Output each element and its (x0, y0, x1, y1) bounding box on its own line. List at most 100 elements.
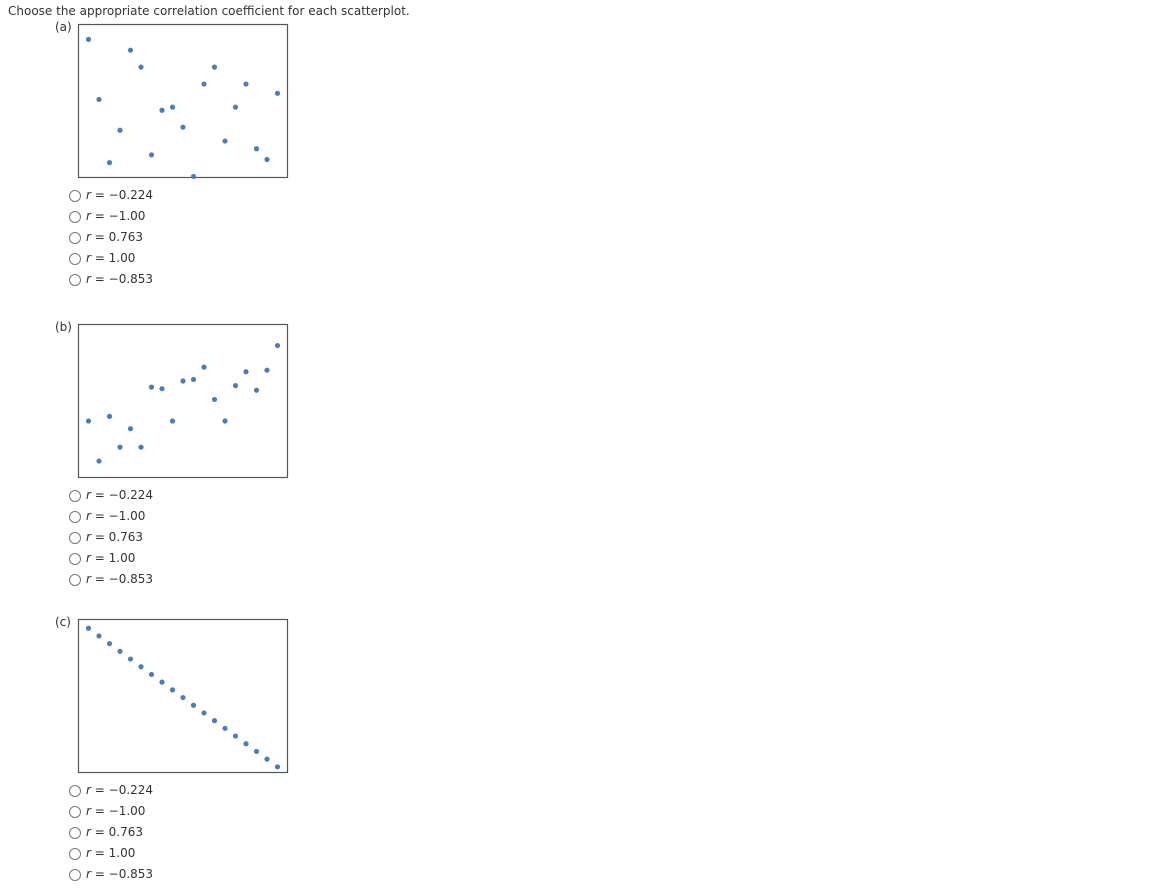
radio-button[interactable] (69, 211, 81, 223)
point (274, 764, 281, 770)
point (190, 702, 197, 708)
point (127, 426, 134, 432)
point (85, 625, 92, 631)
radio-button[interactable] (69, 848, 81, 860)
point (138, 64, 144, 70)
radio-button[interactable] (69, 869, 81, 881)
option-symbol: r (86, 551, 91, 565)
point (264, 156, 270, 163)
point (274, 90, 281, 96)
point (211, 718, 218, 724)
point (243, 741, 249, 747)
option-label[interactable]: r = 1.00 (86, 846, 135, 860)
point (222, 138, 228, 144)
part-label: (b) (55, 320, 72, 334)
radio-button[interactable] (69, 232, 81, 244)
part-label: (a) (55, 20, 72, 34)
point (148, 384, 155, 390)
option-text: = 0.763 (94, 825, 143, 839)
radio-button[interactable] (69, 827, 81, 839)
point (253, 748, 260, 755)
option-text: = 0.763 (94, 530, 143, 544)
option-text: = 1.00 (94, 251, 136, 265)
point (106, 413, 113, 419)
scatterplot (77, 323, 289, 479)
option-text: = −0.224 (94, 783, 154, 797)
point (127, 656, 134, 662)
radio-button[interactable] (69, 190, 81, 202)
radio-button[interactable] (69, 553, 81, 565)
point (232, 383, 239, 389)
option-label[interactable]: r = −1.00 (86, 209, 145, 223)
option-text: = −0.853 (94, 272, 154, 286)
option-label[interactable]: r = 1.00 (86, 551, 135, 565)
point (159, 386, 165, 392)
option-label[interactable]: r = −1.00 (86, 804, 145, 818)
option-label[interactable]: r = 0.763 (86, 230, 143, 244)
option-symbol: r (86, 572, 91, 586)
radio-button[interactable] (69, 511, 81, 523)
radio-button[interactable] (69, 574, 81, 586)
option-symbol: r (86, 272, 91, 286)
option-label[interactable]: r = 0.763 (86, 825, 143, 839)
option-label[interactable]: r = −0.224 (86, 488, 153, 502)
option-text: = −0.853 (94, 572, 154, 586)
radio-button[interactable] (69, 274, 81, 286)
point (96, 458, 102, 464)
radio-button[interactable] (69, 806, 81, 818)
option-symbol: r (86, 846, 91, 860)
point (232, 733, 239, 739)
point (96, 633, 102, 639)
point (138, 444, 144, 450)
option-symbol: r (86, 251, 91, 265)
plot-frame (77, 618, 289, 774)
radio-button[interactable] (69, 532, 81, 544)
option-label[interactable]: r = −0.853 (86, 867, 153, 881)
point (106, 160, 113, 166)
point (127, 47, 134, 53)
point (117, 648, 123, 654)
point (85, 36, 92, 42)
point (85, 418, 92, 424)
option-symbol: r (86, 488, 91, 502)
point (169, 418, 176, 424)
scatterplot (77, 23, 289, 180)
option-symbol: r (86, 530, 91, 544)
point (253, 146, 260, 152)
point (117, 444, 123, 450)
option-symbol: r (86, 209, 91, 223)
plot-frame (77, 23, 289, 179)
point (253, 387, 260, 393)
option-label[interactable]: r = −1.00 (86, 509, 145, 523)
option-symbol: r (86, 188, 91, 202)
option-label[interactable]: r = −0.224 (86, 783, 153, 797)
point (190, 376, 197, 383)
option-label[interactable]: r = −0.224 (86, 188, 153, 202)
radio-button[interactable] (69, 253, 81, 265)
option-label[interactable]: r = 1.00 (86, 251, 135, 265)
option-text: = −1.00 (94, 509, 146, 523)
option-label[interactable]: r = 0.763 (86, 530, 143, 544)
point (232, 104, 239, 110)
radio-button[interactable] (69, 490, 81, 502)
point (243, 369, 249, 375)
point (117, 127, 123, 133)
option-text: = 1.00 (94, 551, 136, 565)
question: Choose the appropriate correlation coeff… (8, 4, 410, 18)
option-text: = −1.00 (94, 804, 146, 818)
radio-button[interactable] (69, 785, 81, 797)
option-label[interactable]: r = −0.853 (86, 272, 153, 286)
point (190, 173, 197, 180)
point (222, 725, 228, 731)
point (148, 671, 155, 678)
point (211, 64, 218, 70)
plot-frame (77, 323, 289, 479)
point (201, 364, 207, 370)
point (169, 687, 176, 693)
option-label[interactable]: r = −0.853 (86, 572, 153, 586)
point (264, 367, 270, 373)
point (148, 152, 155, 158)
option-symbol: r (86, 230, 91, 244)
point (201, 81, 207, 87)
